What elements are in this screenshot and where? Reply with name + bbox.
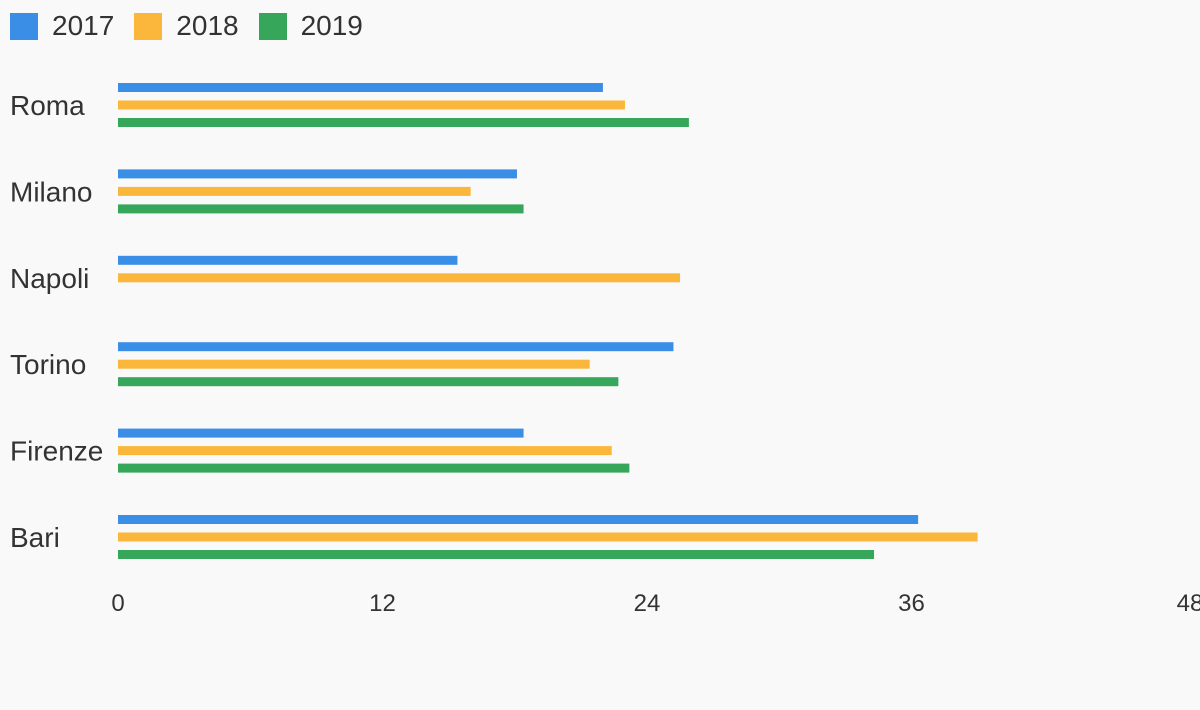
x-tick-label: 24 (634, 590, 661, 617)
category-label-bari: Bari (10, 522, 60, 553)
bar-bari-2017 (118, 515, 919, 524)
x-tick-label: 36 (898, 590, 925, 617)
bar-torino-2018 (118, 359, 590, 369)
legend-item-2017: 2017 (10, 10, 114, 42)
legend-swatch-2017 (10, 12, 38, 40)
bar-torino-2017 (118, 342, 674, 352)
bar-milano-2019 (118, 204, 524, 214)
bar-bari-2018 (118, 532, 978, 542)
legend-label-2019: 2019 (300, 10, 363, 41)
bar-napoli-2017 (118, 255, 458, 265)
bar-torino-2019 (118, 377, 619, 387)
legend-swatch-2018 (134, 12, 163, 40)
bar-roma-2019 (118, 118, 689, 127)
legend-label-2018: 2018 (176, 10, 239, 41)
bar-firenze-2017 (118, 428, 524, 438)
category-label-napoli: Napoli (10, 263, 89, 294)
legend-label-2017: 2017 (52, 10, 115, 41)
bar-firenze-2018 (118, 446, 612, 456)
bar-firenze-2019 (118, 463, 630, 473)
category-label-roma: Roma (10, 90, 85, 121)
x-tick-label: 0 (111, 590, 124, 617)
bar-roma-2017 (118, 83, 603, 92)
bar-roma-2018 (118, 100, 625, 110)
category-label-torino: Torino (10, 349, 86, 380)
legend-swatch-2019 (258, 12, 287, 40)
bar-milano-2018 (118, 186, 471, 196)
x-tick-label: 48 (1177, 590, 1200, 617)
category-label-firenze: Firenze (10, 436, 103, 467)
chart-legend: 2017 2018 2019 (10, 10, 383, 42)
legend-item-2019: 2019 (258, 10, 363, 42)
bar-bari-2019 (118, 550, 875, 559)
x-tick-label: 12 (369, 590, 396, 617)
bar-napoli-2018 (118, 273, 681, 283)
category-label-milano: Milano (10, 176, 92, 207)
bar-milano-2017 (118, 169, 517, 179)
legend-item-2018: 2018 (134, 10, 239, 42)
